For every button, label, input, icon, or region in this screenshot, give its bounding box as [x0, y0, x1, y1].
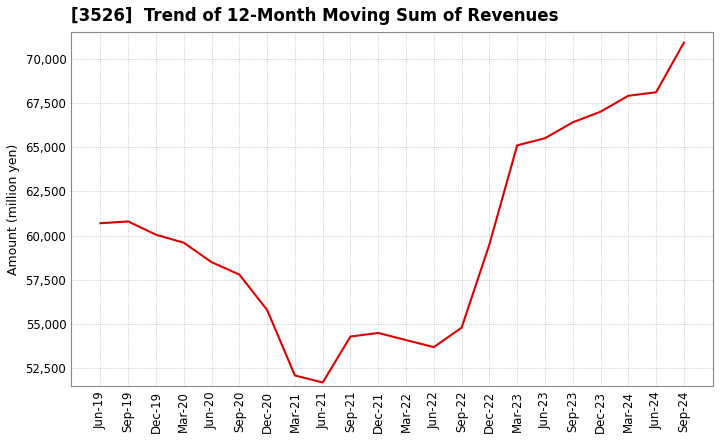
Text: [3526]  Trend of 12-Month Moving Sum of Revenues: [3526] Trend of 12-Month Moving Sum of R… — [71, 7, 559, 25]
Y-axis label: Amount (million yen): Amount (million yen) — [7, 143, 20, 275]
